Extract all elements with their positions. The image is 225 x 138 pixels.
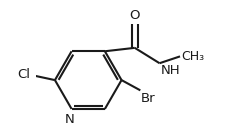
Text: NH: NH [160,64,179,77]
Text: Cl: Cl [17,68,30,81]
Text: O: O [129,9,140,22]
Text: CH₃: CH₃ [180,50,203,63]
Text: Br: Br [141,92,155,105]
Text: N: N [65,113,74,126]
